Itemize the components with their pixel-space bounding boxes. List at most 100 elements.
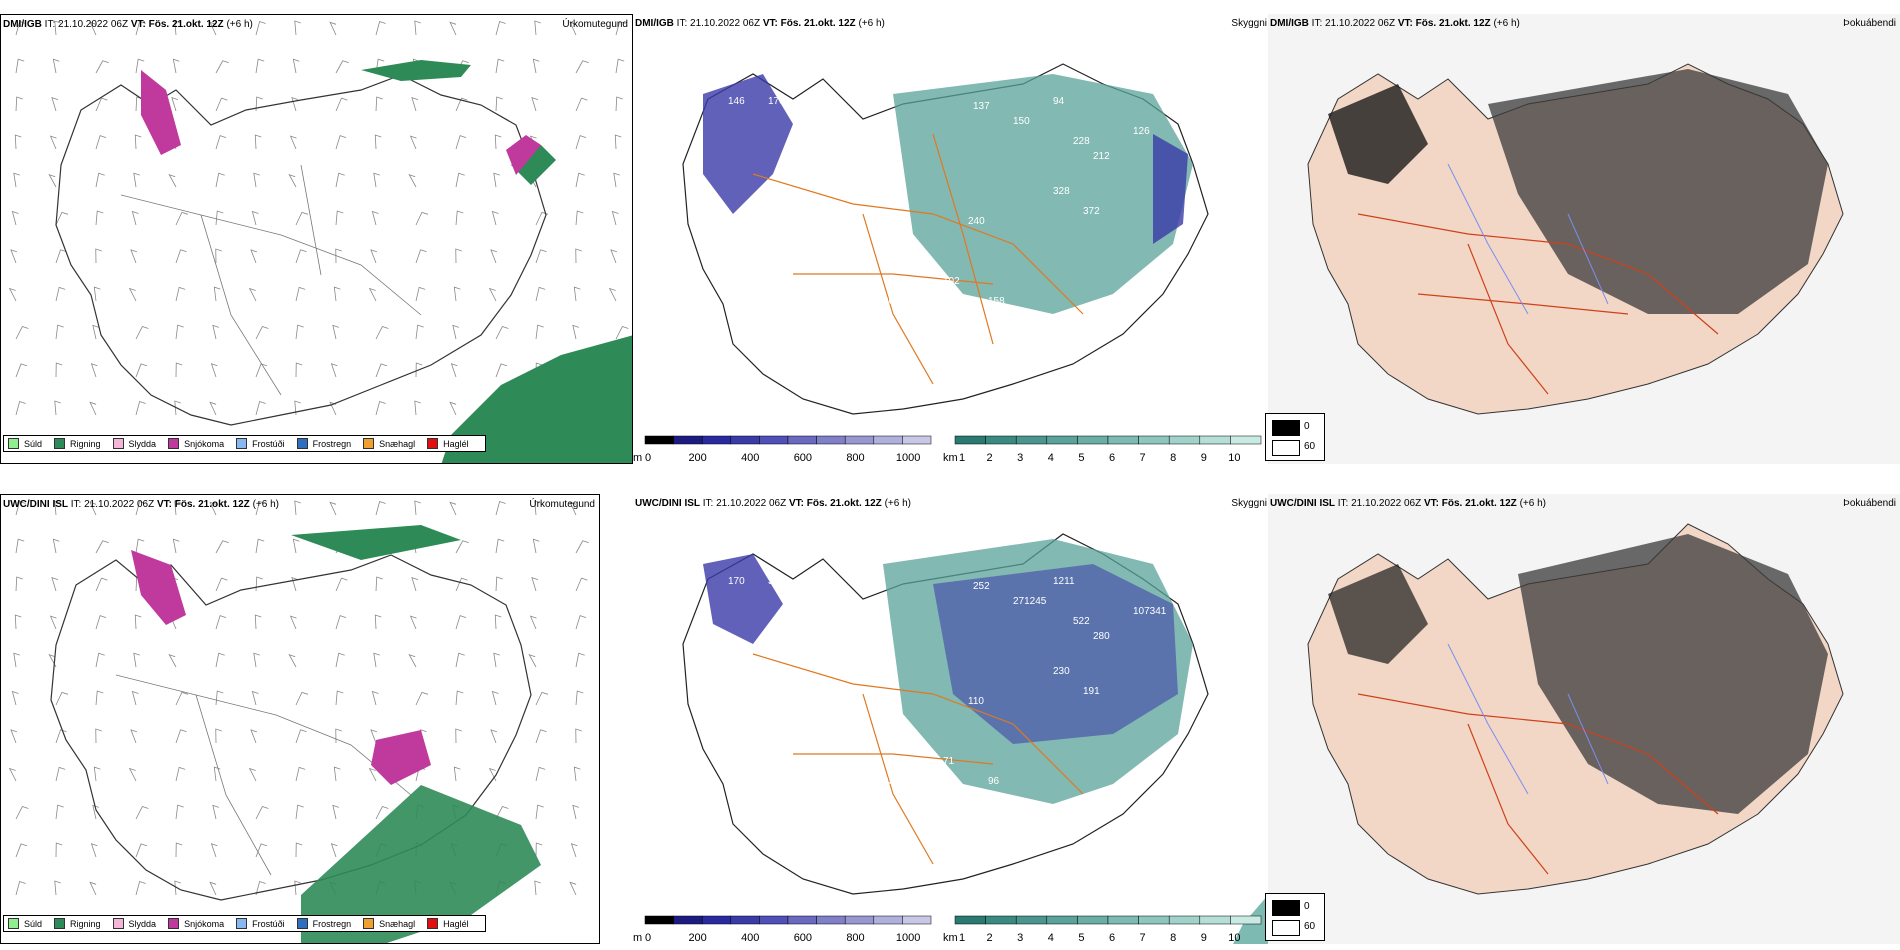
wind-barb <box>295 286 306 302</box>
colorbar-segment <box>1015 435 1048 445</box>
wind-barb <box>575 577 588 592</box>
wind-barb <box>495 500 506 516</box>
wind-barb <box>375 363 388 378</box>
wind-barb <box>415 211 429 226</box>
wind-barb <box>253 652 260 668</box>
colorbar-segment <box>1046 435 1078 445</box>
colorbar-unit: m <box>633 932 642 944</box>
colorbar-segment <box>673 435 703 445</box>
legend-label: Rigning <box>70 918 101 929</box>
visibility-value: 230 <box>1053 666 1070 677</box>
visibility-value: 372 <box>1083 206 1100 217</box>
colorbar-tick-label: 0 <box>645 932 651 944</box>
wind-barb <box>375 576 383 592</box>
visibility-value: 170 <box>753 766 770 777</box>
wind-barb <box>415 249 427 264</box>
wind-barb <box>449 21 457 36</box>
wind-barb <box>292 538 300 554</box>
wind-barb <box>90 843 98 858</box>
wind-barb <box>10 249 18 264</box>
wind-barb <box>15 806 29 820</box>
wind-barb <box>95 248 102 264</box>
fog-title-bottom: Þokuábendi <box>1843 498 1896 509</box>
legend-label: Súld <box>24 918 43 929</box>
wind-barb <box>14 134 22 150</box>
legend-swatch <box>363 918 375 929</box>
visibility-value: 126 <box>1133 126 1150 137</box>
legend-swatch <box>168 438 180 449</box>
colorbar-tick-label: 5 <box>1078 932 1084 944</box>
blue-vis-area <box>933 564 1178 744</box>
colorbar-tick-label: 5 <box>1078 452 1084 464</box>
wind-barb <box>491 210 499 226</box>
wind-barb <box>55 324 64 340</box>
iceland-outline <box>682 63 1209 415</box>
colorbar-segment <box>1230 435 1262 445</box>
colorbar-tick-label: 2 <box>987 452 993 464</box>
wind-barb <box>255 20 266 36</box>
wind-barb <box>455 728 462 744</box>
iceland-coastline <box>50 554 532 901</box>
wind-barb <box>375 806 389 820</box>
colorbar-segment <box>1168 435 1201 445</box>
wind-barb <box>209 501 217 516</box>
legend-swatch <box>427 438 439 449</box>
colorbar-tick-label: 200 <box>688 452 706 464</box>
precip-legend-bottom: Súld Rigning Slydda Snjókoma Frostúði Frostre… <box>3 915 486 932</box>
visibility-panel-top: 146 170 63 137 150 94 228 212 126 328 372 240 102 158… <box>633 14 1269 464</box>
wind-barb <box>368 767 377 782</box>
visibility-value: 228 <box>1073 136 1090 147</box>
wind-barb <box>95 97 108 112</box>
colorbar-segment <box>730 435 760 445</box>
wind-barb <box>175 286 186 302</box>
wind-barb <box>255 500 266 516</box>
wind-barb <box>215 135 227 150</box>
visibility-value: 271245 <box>1013 596 1047 607</box>
wind-barb <box>93 766 101 782</box>
wind-barb <box>368 287 377 302</box>
wind-barb <box>128 767 137 782</box>
fog-map-bottom <box>1268 494 1900 944</box>
colorbar-segment <box>1230 915 1262 925</box>
wind-barb <box>95 728 102 744</box>
wind-barb <box>172 538 180 554</box>
wind-barb <box>175 324 184 340</box>
wind-barb <box>575 690 584 706</box>
fog-legend-bottom: 0 60 <box>1265 893 1325 941</box>
visibility-value: 134 <box>793 236 810 247</box>
colorbar-segment <box>759 435 789 445</box>
colorbar-tick-label: 400 <box>741 932 759 944</box>
wind-barb <box>613 172 620 188</box>
wind-barb <box>89 21 97 36</box>
wind-barb <box>295 691 309 706</box>
precip-map-bottom <box>8 500 589 943</box>
colorbar-segment <box>787 435 817 445</box>
wind-barb <box>15 96 23 112</box>
wind-barb <box>373 172 380 188</box>
wind-barb <box>495 96 503 112</box>
visibility-value: 110 <box>968 696 984 707</box>
wind-barb <box>615 326 629 340</box>
colorbar-tick-label: 1000 <box>896 452 920 464</box>
legend-item-snæhagl: Snæhagl <box>363 438 415 449</box>
wind-barb <box>51 96 59 112</box>
visibility-header-bottom: UWC/DINI ISL IT: 21.10.2022 06Z VT: Fös.… <box>635 498 911 509</box>
wind-barb <box>295 842 303 858</box>
wind-barb <box>294 500 301 516</box>
wind-barb <box>90 363 98 378</box>
colorbar-segment <box>1077 915 1109 925</box>
wind-barb <box>255 96 263 112</box>
wind-barb <box>254 134 262 150</box>
precip-panel-bottom: UWC/DINI ISL IT: 21.10.2022 06Z VT: Fös.… <box>0 494 600 944</box>
wind-barb <box>573 766 581 782</box>
fog-label-60: 60 <box>1304 921 1316 932</box>
colorbar-tick-label: 9 <box>1201 932 1207 944</box>
legend-label: Slydda <box>128 918 157 929</box>
wind-barb <box>569 501 577 516</box>
colorbar-segment <box>985 915 1017 925</box>
fog-header-top: DMI/IGB IT: 21.10.2022 06Z VT: Fös. 21.o… <box>1270 18 1520 29</box>
colorbar-m-bottom: m 0 200 400 600 800 1000 <box>633 914 943 944</box>
visibility-value: 146 <box>728 96 745 107</box>
snow-area-ne <box>506 135 541 175</box>
